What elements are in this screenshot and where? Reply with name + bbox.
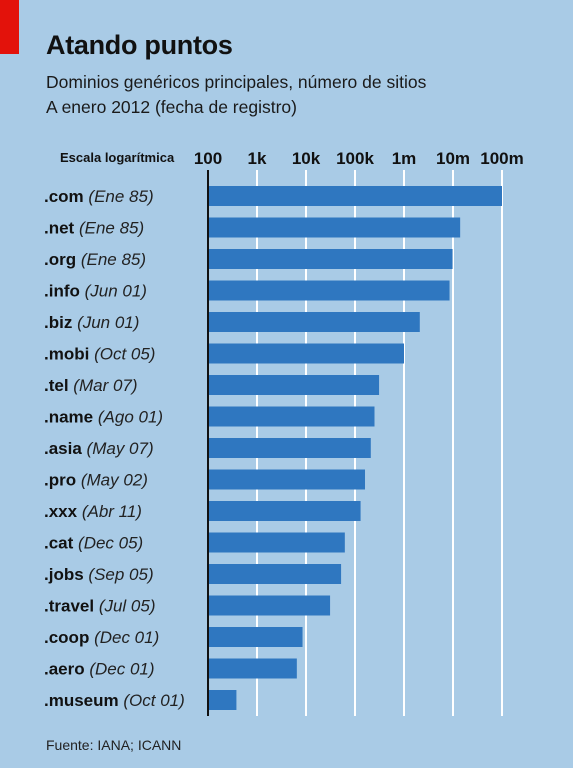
log-scale-label: Escala logarítmica — [60, 150, 175, 165]
subtitle-line-2: A enero 2012 (fecha de registro) — [46, 97, 297, 117]
category-label-aero: .aero (Dec 01) — [44, 660, 155, 679]
category-label-museum: .museum (Oct 01) — [44, 691, 185, 710]
registration-date: (Dec 01) — [94, 628, 159, 647]
category-label-com: .com (Ene 85) — [44, 187, 154, 206]
registration-date: (Ene 85) — [79, 219, 144, 238]
domain-name: .info — [44, 282, 85, 301]
domain-name: .xxx — [44, 502, 82, 521]
domain-name: .aero — [44, 660, 89, 679]
domain-name: .travel — [44, 597, 99, 616]
category-label-mobi: .mobi (Oct 05) — [44, 345, 155, 364]
domain-name: .biz — [44, 313, 77, 332]
bar-com — [208, 186, 502, 206]
chart-title: Atando puntos — [46, 30, 233, 60]
source-note: Fuente: IANA; ICANN — [46, 737, 182, 753]
category-label-xxx: .xxx (Abr 11) — [44, 502, 142, 521]
category-label-org: .org (Ene 85) — [44, 250, 146, 269]
registration-date: (Jul 05) — [99, 597, 156, 616]
category-label-info: .info (Jun 01) — [44, 282, 147, 301]
category-label-net: .net (Ene 85) — [44, 219, 144, 238]
registration-date: (Mar 07) — [73, 376, 137, 395]
registration-date: (Ago 01) — [98, 408, 163, 427]
domain-name: .coop — [44, 628, 94, 647]
bar-org — [208, 249, 453, 269]
registration-date: (Abr 11) — [82, 502, 142, 521]
domain-name: .name — [44, 408, 98, 427]
bar-jobs — [208, 564, 342, 584]
chart-subtitle: Dominios genéricos principales, número d… — [46, 70, 426, 120]
category-label-coop: .coop (Dec 01) — [44, 628, 159, 647]
domain-name: .museum — [44, 691, 123, 710]
category-label-biz: .biz (Jun 01) — [44, 313, 139, 332]
registration-date: (Dec 05) — [78, 534, 143, 553]
bar-pro — [208, 469, 366, 490]
category-label-asia: .asia (May 07) — [44, 439, 154, 458]
tick-label-10m: 10m — [436, 149, 470, 168]
bar-asia — [208, 438, 371, 458]
bar-tel — [208, 375, 380, 395]
registration-date: (Oct 05) — [94, 345, 155, 364]
registration-date: (Sep 05) — [88, 565, 153, 584]
category-label-tel: .tel (Mar 07) — [44, 376, 138, 395]
category-label-jobs: .jobs (Sep 05) — [44, 565, 154, 584]
domain-name: .asia — [44, 439, 87, 458]
domain-name: .pro — [44, 471, 81, 490]
category-label-pro: .pro (May 02) — [44, 471, 148, 490]
tick-label-1m: 1m — [392, 149, 417, 168]
domain-name: .net — [44, 219, 79, 238]
bar-museum — [208, 690, 237, 710]
registration-date: (Jun 01) — [85, 282, 147, 301]
tick-label-100: 100 — [194, 149, 222, 168]
registration-date: (Ene 85) — [81, 250, 146, 269]
registration-date: (Ene 85) — [88, 187, 153, 206]
domain-name: .com — [44, 187, 88, 206]
bar-coop — [208, 627, 303, 647]
red-accent-tab — [0, 0, 19, 54]
domain-name: .cat — [44, 534, 78, 553]
tick-label-1k: 1k — [248, 149, 267, 168]
category-label-name: .name (Ago 01) — [44, 408, 163, 427]
bar-travel — [208, 595, 331, 616]
subtitle-line-1: Dominios genéricos principales, número d… — [46, 72, 427, 92]
bar-net — [208, 217, 461, 238]
tick-label-100k: 100k — [336, 149, 374, 168]
domain-name: .tel — [44, 376, 73, 395]
bar-aero — [208, 658, 297, 679]
registration-date: (Oct 01) — [123, 691, 184, 710]
bar-xxx — [208, 501, 361, 521]
registration-date: (May 07) — [87, 439, 154, 458]
bar-name — [208, 406, 375, 427]
bar-cat — [208, 532, 345, 553]
bar-biz — [208, 312, 420, 332]
registration-date: (Jun 01) — [77, 313, 139, 332]
category-label-cat: .cat (Dec 05) — [44, 534, 143, 553]
registration-date: (Dec 01) — [89, 660, 154, 679]
bar-info — [208, 280, 450, 301]
domain-name: .jobs — [44, 565, 88, 584]
domain-name: .org — [44, 250, 81, 269]
category-label-travel: .travel (Jul 05) — [44, 597, 156, 616]
domain-name: .mobi — [44, 345, 94, 364]
tick-label-100m: 100m — [480, 149, 523, 168]
registration-date: (May 02) — [81, 471, 148, 490]
tick-label-10k: 10k — [292, 149, 321, 168]
bar-mobi — [208, 343, 404, 364]
